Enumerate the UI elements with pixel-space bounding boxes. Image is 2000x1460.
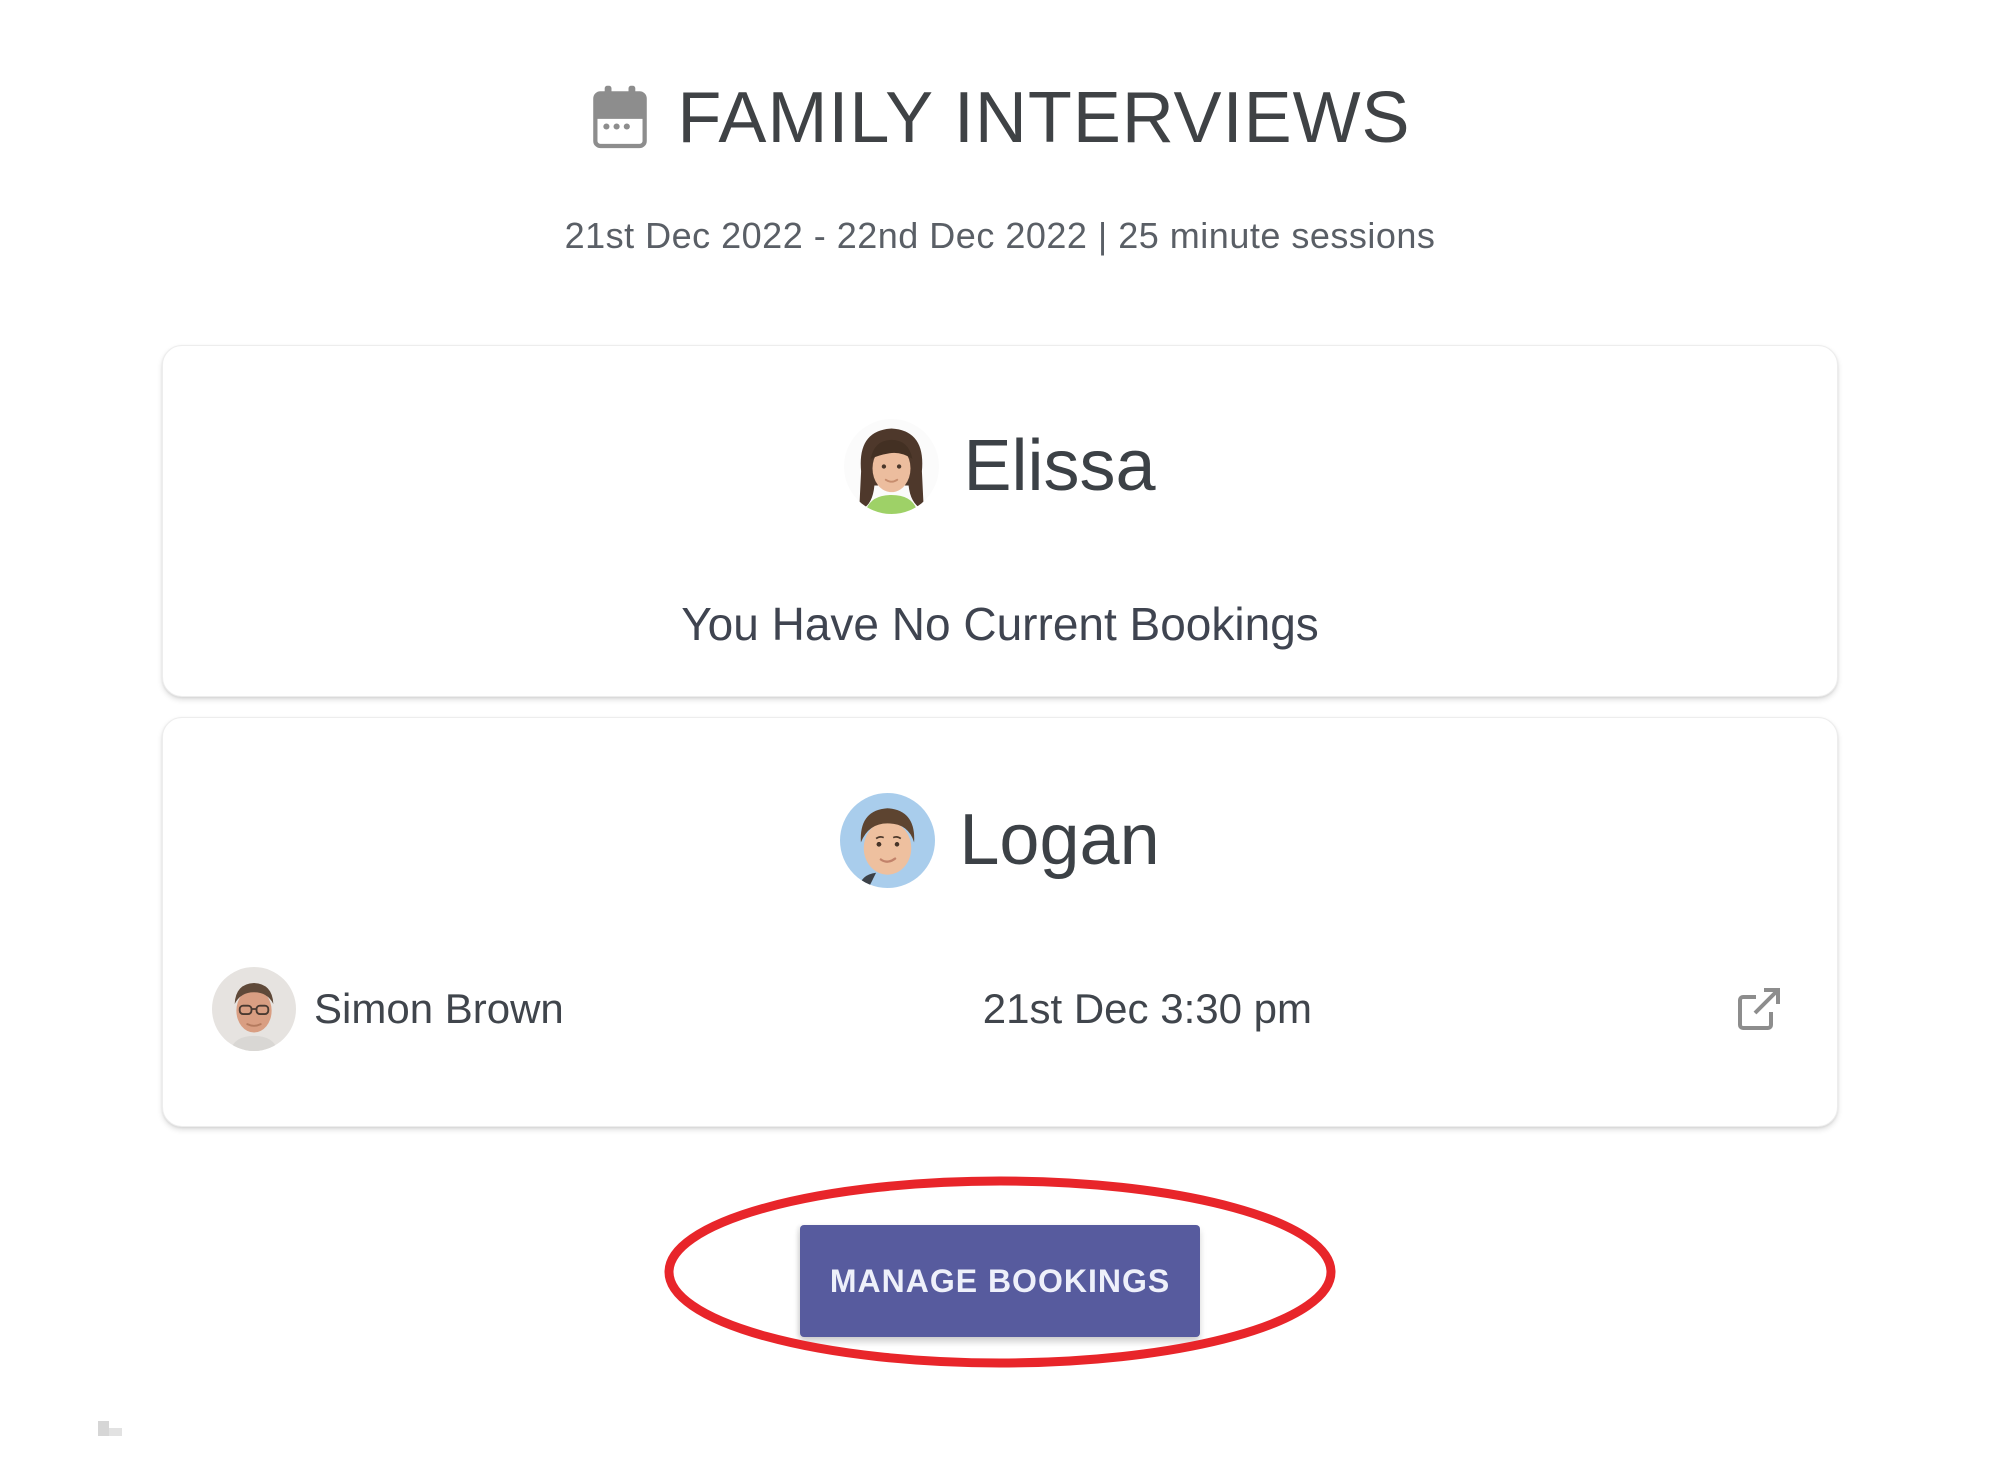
no-bookings-message: You Have No Current Bookings <box>681 598 1319 650</box>
child-name: Elissa <box>963 426 1156 506</box>
page-header: FAMILY INTERVIEWS <box>0 76 2000 160</box>
screen-artifact <box>109 1428 122 1436</box>
child-card-logan: Logan Simon B <box>162 717 1838 1127</box>
avatar-simon-brown <box>212 967 296 1051</box>
booking-teacher: Simon Brown <box>212 967 564 1051</box>
manage-bookings-button[interactable]: MANAGE BOOKINGS <box>800 1225 1200 1337</box>
avatar-logan <box>840 793 936 888</box>
open-in-new-icon <box>1731 981 1787 1037</box>
booking-time: 21st Dec 3:30 pm <box>982 985 1312 1032</box>
booking-person-name: Simon Brown <box>314 985 564 1032</box>
screen-artifact <box>98 1421 109 1436</box>
booking-row: Simon Brown 21st Dec 3:30 pm <box>163 967 1837 1051</box>
calendar-icon <box>589 84 651 152</box>
open-booking-button[interactable] <box>1731 981 1787 1037</box>
child-name-row: Elissa <box>163 346 1837 514</box>
avatar-elissa <box>844 419 940 514</box>
child-name: Logan <box>959 800 1160 880</box>
footer: MANAGE BOOKINGS <box>0 1127 2000 1384</box>
child-name-row: Logan <box>163 718 1837 888</box>
session-subtitle: 21st Dec 2022 - 22nd Dec 2022 | 25 minut… <box>564 215 1436 256</box>
page-title: FAMILY INTERVIEWS <box>677 78 1411 158</box>
child-card-elissa: Elissa You Have No Current Bookings <box>162 345 1838 697</box>
